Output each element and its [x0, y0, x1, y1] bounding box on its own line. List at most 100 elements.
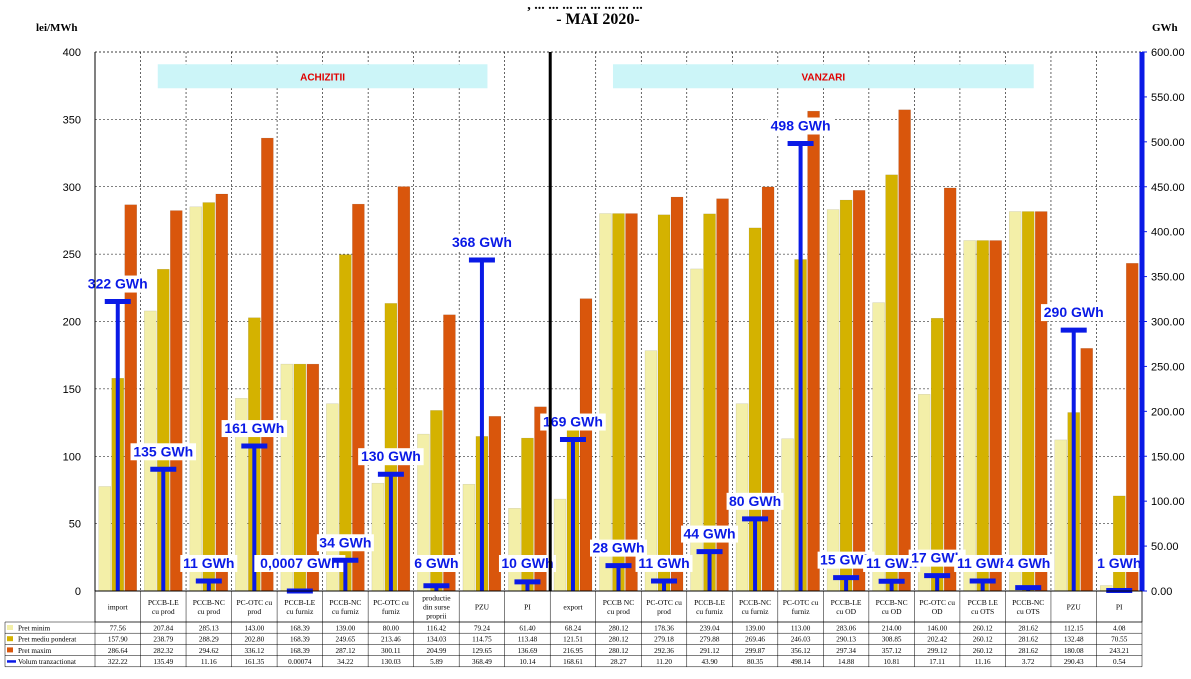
table-cell: 260.12	[973, 636, 993, 644]
table-cell: 279.88	[700, 636, 720, 644]
table-cell: 113.00	[791, 625, 811, 633]
category-label: PCCB-NC cu OTS	[1012, 598, 1044, 616]
table-cell: 168.39	[290, 636, 310, 644]
volume-label: 80 GWh	[729, 493, 781, 509]
bar-pret-minim	[781, 438, 794, 592]
table-cell: 146.00	[927, 625, 947, 633]
volume-label-bg	[863, 555, 921, 572]
table-cell: 136.69	[518, 647, 538, 655]
table-cell: 260.12	[973, 647, 993, 655]
volume-label-bg	[316, 534, 374, 552]
section-banner	[157, 64, 488, 89]
legend-label: Pret mediu ponderat	[18, 636, 76, 644]
volume-label: 44 GWh	[683, 526, 735, 542]
bar-pret-maxim	[943, 187, 957, 592]
table-cell: 243.21	[1109, 647, 1129, 655]
category-label: PCCB-LE cu furniz	[284, 598, 315, 616]
left-tick-label: 50	[69, 519, 81, 531]
bar-pret-mediu	[202, 202, 216, 592]
table-cell: 139.00	[745, 625, 765, 633]
bar-pret-minim	[826, 209, 840, 592]
table-cell: 260.12	[973, 625, 993, 633]
table-cell: 11.20	[656, 658, 672, 666]
table-cell: 300.11	[381, 647, 401, 655]
table-cell: 11.16	[201, 658, 217, 666]
table-cell: 269.46	[745, 636, 765, 644]
left-tick-label: 400	[63, 47, 81, 59]
table-cell: 10.81	[884, 658, 901, 666]
category-label: PCCB-NC cu OD	[876, 598, 908, 616]
table-cell: 238.79	[153, 636, 173, 644]
table-cell: 161.35	[244, 658, 264, 666]
left-axis-unit: lei/MWh	[36, 22, 78, 34]
volume-label: 0,0007 GWh	[260, 555, 339, 571]
table-cell: 178.36	[654, 625, 674, 633]
table-cell: 139.00	[335, 625, 355, 633]
left-tick-label: 100	[63, 451, 81, 463]
bar-pret-maxim	[807, 110, 820, 592]
volume-label: 290 GWh	[1044, 304, 1104, 320]
table-cell: 43.90	[701, 658, 718, 666]
right-tick-label: 100.00	[1151, 496, 1185, 508]
bar-pret-mediu	[839, 199, 853, 592]
left-tick-label: 300	[63, 182, 81, 194]
volume-label-bg	[590, 539, 647, 557]
bar-pret-maxim	[852, 190, 866, 592]
table-cell: 3.72	[1022, 658, 1035, 666]
volume-label: 1 GWh	[1097, 555, 1141, 571]
volume-label-bg	[130, 443, 197, 461]
volume-label: 130 GWh	[361, 448, 421, 464]
table-cell: 10.14	[519, 658, 536, 666]
category-label: PI	[1116, 603, 1123, 612]
volume-label-bg	[726, 492, 784, 510]
section-banner-label: ACHIZITII	[300, 72, 345, 83]
right-tick-label: 350.00	[1151, 272, 1185, 284]
section-banner-label: VANZARI	[801, 72, 845, 83]
bar-pret-maxim	[989, 240, 1002, 592]
table-cell: 11.16	[975, 658, 991, 666]
bar-pret-maxim	[625, 213, 638, 592]
table-cell: 291.12	[700, 647, 720, 655]
table-cell: 204.99	[427, 647, 447, 655]
table-cell: 299.87	[745, 647, 765, 655]
table-cell: 132.48	[1064, 636, 1084, 644]
legend-swatch	[7, 647, 13, 653]
table-cell: 287.12	[335, 647, 355, 655]
table-cell: 80.00	[383, 625, 400, 633]
bar-pret-minim	[508, 508, 521, 592]
table-cell: 112.15	[1064, 625, 1084, 633]
table-cell: 249.65	[335, 636, 355, 644]
table-cell: 368.49	[472, 658, 492, 666]
category-label: PZU	[475, 603, 490, 612]
bar-pret-maxim	[1080, 348, 1093, 592]
category-label: PC-OTC cu furniz	[783, 598, 819, 616]
bar-pret-mediu	[976, 240, 989, 592]
table-cell: 79.24	[474, 625, 491, 633]
table-cell: 294.62	[199, 647, 219, 655]
bar-pret-maxim	[261, 137, 274, 592]
table-cell: 246.03	[791, 636, 811, 644]
left-tick-label: 0	[75, 586, 81, 598]
category-label: productie din surse proprii	[422, 594, 451, 621]
table-cell: 288.29	[199, 636, 219, 644]
table-cell: 168.39	[290, 647, 310, 655]
table-cell: 282.32	[153, 647, 173, 655]
volume-label: 15 GWh	[820, 552, 872, 568]
table-cell: 283.06	[836, 625, 856, 633]
table-cell: 0.54	[1113, 658, 1126, 666]
table-cell: 281.62	[1018, 647, 1038, 655]
table-cell: 308.85	[882, 636, 902, 644]
right-tick-label: 450.00	[1151, 182, 1185, 194]
table-cell: 130.03	[381, 658, 401, 666]
bar-pret-minim	[462, 483, 476, 592]
table-cell: 34.22	[337, 658, 354, 666]
data-table: import PCCB-LE cu prod PCCB-NC cu prod PC-OTC…	[4, 590, 1143, 668]
legend-label: Pret maxim	[18, 647, 52, 655]
bar-pret-minim	[690, 268, 703, 592]
category-label: PZU	[1067, 603, 1082, 612]
category-label: PCCB-NC cu prod	[193, 598, 225, 616]
table-cell: 14.88	[838, 658, 855, 666]
volume-label: 322 GWh	[88, 276, 148, 292]
volume-label-bg	[954, 554, 1012, 572]
volume-label-bg	[635, 554, 693, 572]
